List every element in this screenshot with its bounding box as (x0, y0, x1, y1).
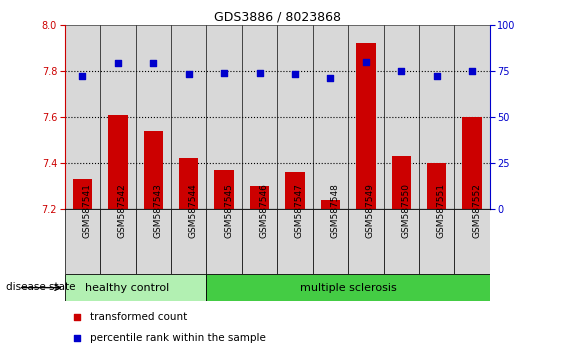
FancyBboxPatch shape (100, 209, 136, 274)
Point (78, 74, 87, 79)
Text: GSM587547: GSM587547 (295, 183, 304, 238)
Text: GSM587548: GSM587548 (330, 183, 339, 238)
FancyBboxPatch shape (65, 274, 207, 301)
FancyBboxPatch shape (65, 209, 100, 274)
Text: GSM587542: GSM587542 (118, 183, 127, 238)
Bar (462, 117, 482, 209)
Text: GSM587545: GSM587545 (224, 183, 233, 238)
FancyBboxPatch shape (171, 209, 207, 274)
FancyBboxPatch shape (312, 209, 348, 274)
Bar (100, 25, 136, 209)
Bar (144, 131, 163, 209)
Text: multiple sclerosis: multiple sclerosis (300, 282, 396, 293)
Text: GSM587549: GSM587549 (366, 183, 375, 238)
FancyBboxPatch shape (278, 209, 312, 274)
Bar (215, 170, 234, 209)
Text: GSM587544: GSM587544 (189, 183, 198, 238)
Point (220, 70, 229, 75)
Bar (171, 25, 207, 209)
Bar (419, 25, 454, 209)
FancyBboxPatch shape (136, 209, 171, 274)
Bar (250, 186, 269, 209)
Bar (285, 172, 305, 209)
Point (361, 59, 370, 64)
Bar (242, 25, 277, 209)
FancyBboxPatch shape (207, 274, 490, 301)
FancyBboxPatch shape (242, 209, 278, 274)
Bar (391, 156, 411, 209)
Text: GSM587550: GSM587550 (401, 183, 410, 238)
Point (397, 68, 406, 74)
Text: percentile rank within the sample: percentile rank within the sample (90, 332, 266, 343)
FancyBboxPatch shape (454, 209, 490, 274)
Bar (454, 25, 490, 209)
Text: GSM587543: GSM587543 (153, 183, 162, 238)
Point (326, 75, 335, 81)
Bar (179, 158, 199, 209)
Point (113, 61, 122, 66)
Bar (321, 200, 340, 209)
FancyBboxPatch shape (419, 209, 454, 274)
Point (149, 61, 158, 66)
Text: GSM587551: GSM587551 (437, 183, 446, 238)
Bar (136, 25, 171, 209)
FancyBboxPatch shape (383, 209, 419, 274)
Bar (356, 43, 376, 209)
Bar (207, 25, 242, 209)
Text: GSM587541: GSM587541 (82, 183, 91, 238)
Bar (65, 25, 100, 209)
Point (255, 70, 264, 75)
Point (432, 74, 441, 79)
Text: GSM587552: GSM587552 (472, 183, 481, 238)
Title: GDS3886 / 8023868: GDS3886 / 8023868 (214, 11, 341, 24)
Point (468, 68, 477, 74)
Text: disease state: disease state (6, 282, 75, 292)
Bar (348, 25, 383, 209)
Bar (278, 25, 312, 209)
Bar (383, 25, 419, 209)
Text: transformed count: transformed count (90, 312, 187, 322)
FancyBboxPatch shape (207, 209, 242, 274)
Bar (312, 25, 348, 209)
Point (184, 72, 193, 77)
FancyBboxPatch shape (348, 209, 383, 274)
Point (291, 72, 300, 77)
Bar (427, 163, 446, 209)
Text: healthy control: healthy control (84, 282, 169, 293)
Point (73, 335, 82, 341)
Bar (108, 115, 128, 209)
Text: GSM587546: GSM587546 (260, 183, 269, 238)
Point (73, 314, 82, 320)
Bar (73, 179, 92, 209)
